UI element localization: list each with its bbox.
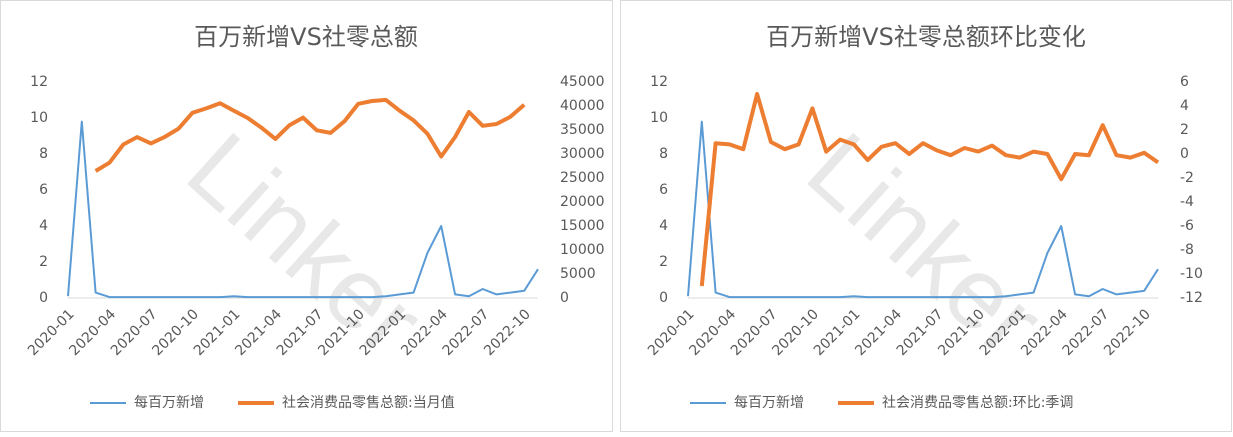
y-tick-label: 2 <box>659 254 668 270</box>
y2-tick-label: 20000 <box>560 194 605 210</box>
y2-tick-label: 25000 <box>560 170 605 186</box>
y-tick-label: 0 <box>39 290 48 306</box>
panel-frame <box>0 0 613 432</box>
y2-tick-label: 0 <box>560 290 569 306</box>
y2-tick-label: 35000 <box>560 122 605 138</box>
y-tick-label: 6 <box>659 182 668 198</box>
y2-tick-label: 30000 <box>560 146 605 162</box>
y2-tick-label: -12 <box>1180 290 1203 306</box>
y-tick-label: 4 <box>39 218 48 234</box>
y2-tick-label: -10 <box>1180 266 1203 282</box>
y2-tick-label: 45000 <box>560 74 605 90</box>
y2-tick-label: -2 <box>1180 170 1194 186</box>
legend-label: 每百万新增 <box>734 395 804 411</box>
y2-tick-label: 4 <box>1180 98 1189 114</box>
series-line <box>94 97 526 173</box>
y2-tick-label: 15000 <box>560 218 605 234</box>
legend-label: 社会消费品零售总额:当月值 <box>282 395 455 411</box>
y2-tick-label: -8 <box>1180 242 1194 258</box>
y-tick-label: 4 <box>659 218 668 234</box>
y-tick-label: 10 <box>650 110 668 126</box>
y-tick-label: 10 <box>30 110 48 126</box>
y-tick-label: 8 <box>659 146 668 162</box>
chart-title: 百万新增VS社零总额环比变化 <box>766 23 1086 51</box>
y-tick-label: 2 <box>39 254 48 270</box>
legend-label: 社会消费品零售总额:环比:季调 <box>882 395 1073 411</box>
panel-frame <box>620 0 1232 432</box>
y2-tick-label: 40000 <box>560 98 605 114</box>
y-tick-label: 12 <box>30 74 48 90</box>
series-line <box>687 120 1159 299</box>
y2-tick-label: 10000 <box>560 242 605 258</box>
y2-tick-label: -6 <box>1180 218 1194 234</box>
series-line <box>67 120 539 299</box>
y-tick-label: 8 <box>39 146 48 162</box>
y2-tick-label: 2 <box>1180 122 1189 138</box>
y-tick-label: 12 <box>650 74 668 90</box>
y-tick-label: 0 <box>659 290 668 306</box>
legend-label: 每百万新增 <box>134 395 204 411</box>
y2-tick-label: -4 <box>1180 194 1194 210</box>
chart-title: 百万新增VS社零总额 <box>194 23 418 51</box>
y-tick-label: 6 <box>39 182 48 198</box>
y2-tick-label: 5000 <box>560 266 596 282</box>
y2-tick-label: 0 <box>1180 146 1189 162</box>
y2-tick-label: 6 <box>1180 74 1189 90</box>
series-line <box>699 92 1160 287</box>
